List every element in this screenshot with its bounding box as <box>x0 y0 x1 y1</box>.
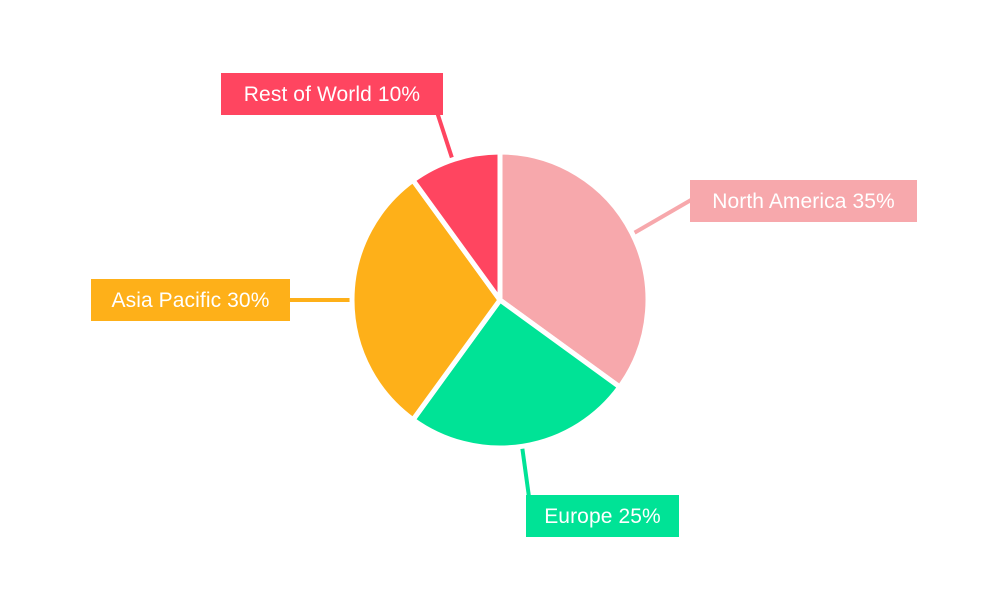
leader-line-north-america <box>632 198 693 235</box>
leader-line-europe <box>520 445 531 498</box>
pie-slice-europe[interactable] <box>410 297 623 451</box>
pie-label-europe[interactable]: Europe 25% <box>526 495 679 537</box>
callout-leader-lines <box>289 111 693 498</box>
pie-label-north-america[interactable]: North America 35% <box>690 180 917 222</box>
leader-line-rest-of-world <box>435 111 454 159</box>
pie-slice-rest-of-world[interactable] <box>410 149 503 303</box>
pie-label-asia-pacific[interactable]: Asia Pacific 30% <box>91 279 290 321</box>
pie-slice-asia-pacific[interactable] <box>349 177 503 423</box>
pie-slices <box>349 149 651 451</box>
pie-label-rest-of-world[interactable]: Rest of World 10% <box>221 73 443 115</box>
pie-slice-north-america[interactable] <box>497 149 651 390</box>
